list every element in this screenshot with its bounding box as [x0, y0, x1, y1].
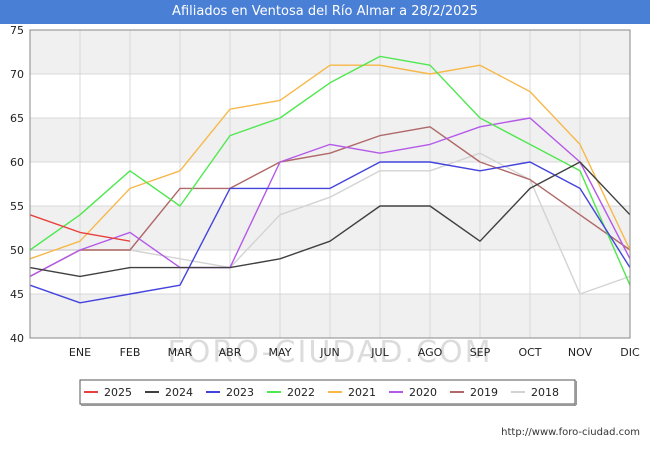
legend-label-2020: 2020: [409, 386, 437, 399]
x-tick-label: DIC: [620, 346, 640, 359]
source-credit: http://www.foro-ciudad.com: [501, 427, 640, 438]
series-line-2023: [29, 161, 631, 304]
y-tick-label: 60: [10, 156, 24, 169]
x-tick-label: OCT: [518, 346, 541, 359]
x-tick-label: MAY: [269, 346, 292, 359]
chart-title: Afiliados en Ventosa del Río Almar a 28/…: [0, 0, 650, 24]
y-tick-label: 65: [10, 112, 24, 125]
series-line-2020: [29, 117, 631, 278]
y-tick-label: 45: [10, 288, 24, 301]
x-tick-label: SEP: [470, 346, 491, 359]
series-line-2019: [29, 126, 631, 278]
x-tick-label: JUN: [319, 346, 340, 359]
x-tick-label: NOV: [568, 346, 593, 359]
axes: 40 45 50 55 60 65 70 75 ENE FEB MAR ABR MAY JUN JUL AGO…: [10, 24, 640, 359]
legend-label-2025: 2025: [104, 386, 132, 399]
x-tick-label: AGO: [418, 346, 443, 359]
watermark: FORO-CIUDAD.COM: [168, 335, 493, 370]
series-line-2022: [29, 55, 631, 286]
legend-label-2022: 2022: [287, 386, 315, 399]
x-tick-label: MAR: [168, 346, 193, 359]
y-tick-label: 50: [10, 244, 24, 257]
legend-label-2019: 2019: [470, 386, 498, 399]
series-line-2024: [29, 161, 631, 278]
x-tick-label: JUL: [370, 346, 389, 359]
series-line-2025: [29, 214, 131, 242]
legend-box: [79, 379, 576, 405]
legend: 2025 2024 2023 2022 2021 2020 2019 2018: [79, 379, 577, 406]
plot-border: [29, 29, 631, 339]
legend-label-2024: 2024: [165, 386, 193, 399]
x-tick-label: FEB: [120, 346, 141, 359]
legend-label-2023: 2023: [226, 386, 254, 399]
legend-label-2021: 2021: [348, 386, 376, 399]
x-tick-label: ENE: [69, 346, 91, 359]
series-line-2021: [29, 64, 631, 260]
series-lines: [29, 55, 631, 304]
y-tick-label: 55: [10, 200, 24, 213]
x-tick-label: ABR: [219, 346, 242, 359]
y-tick-label: 40: [10, 332, 24, 345]
y-tick-label: 70: [10, 68, 24, 81]
legend-label-2018: 2018: [531, 386, 559, 399]
y-tick-label: 75: [10, 24, 24, 37]
